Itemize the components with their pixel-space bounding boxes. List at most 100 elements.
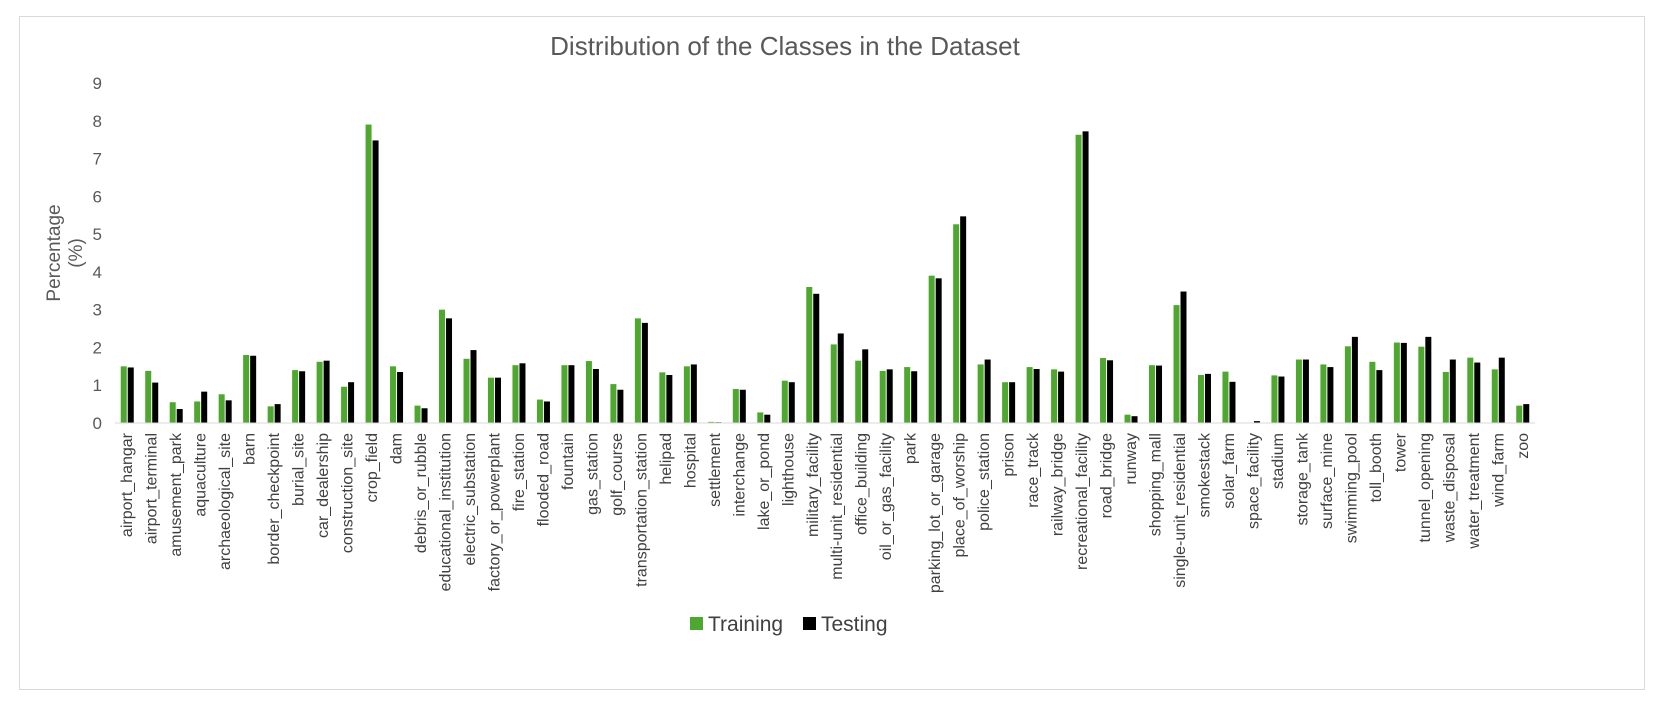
x-tick-label: airport_hangar xyxy=(119,432,136,537)
bar-training xyxy=(1393,342,1400,423)
bar-testing xyxy=(225,400,232,423)
x-tick-labels: airport_hangar airport_terminal amusement_… xyxy=(119,432,1532,593)
bar-testing xyxy=(127,367,134,423)
y-tick-label: 4 xyxy=(93,263,102,282)
bar-training xyxy=(732,389,739,423)
bar-testing xyxy=(1351,336,1358,423)
bar-testing xyxy=(201,391,208,423)
bar-testing xyxy=(984,359,991,423)
x-tick-label: smokestack xyxy=(1196,432,1213,517)
x-tick-label: multi-unit_residential xyxy=(829,433,846,580)
bar-training xyxy=(1344,346,1351,423)
bar-training xyxy=(120,366,127,423)
bar-training xyxy=(1197,375,1204,423)
x-tick-label: space_facility xyxy=(1245,433,1262,529)
bar-training xyxy=(928,275,935,423)
x-tick-label: helipad xyxy=(658,433,675,485)
bar-testing xyxy=(250,355,257,423)
bar-testing xyxy=(690,364,697,423)
bar-training xyxy=(1467,357,1474,423)
bar-testing xyxy=(788,382,795,423)
x-tick-label: hospital xyxy=(682,433,699,488)
bar-training xyxy=(757,412,764,423)
x-tick-label: barn xyxy=(242,433,259,465)
bar-testing xyxy=(274,404,281,423)
x-tick-label: waste_disposal xyxy=(1441,433,1458,543)
bar-training xyxy=(683,366,690,423)
bar-testing xyxy=(617,389,624,423)
bar-training xyxy=(1173,305,1180,423)
bar-testing xyxy=(1229,381,1236,423)
chart-frame: Distribution of the Classes in the Datas… xyxy=(19,16,1645,690)
bar-training xyxy=(439,309,446,423)
bar-training xyxy=(1222,371,1229,423)
bar-training xyxy=(536,399,543,423)
bar-testing xyxy=(543,401,550,423)
bar-training xyxy=(1320,364,1327,423)
bar-testing xyxy=(494,377,501,423)
bar-testing xyxy=(813,293,820,423)
x-tick-label: office_building xyxy=(854,433,871,535)
x-tick-label: tower xyxy=(1392,432,1409,472)
bar-testing xyxy=(1058,371,1065,423)
x-tick-label: swimming_pool xyxy=(1343,433,1360,543)
y-tick-label: 1 xyxy=(93,376,102,395)
bar-training xyxy=(169,402,176,423)
x-tick-label: oil_or_gas_facility xyxy=(878,433,895,560)
x-tick-label: factory_or_powerplant xyxy=(486,432,503,591)
x-tick-label: solar_farm xyxy=(1221,433,1238,509)
bar-testing xyxy=(666,375,673,423)
bar-training xyxy=(218,394,225,423)
x-tick-label: military_facility xyxy=(805,433,822,537)
x-tick-label: educational_institution xyxy=(438,433,455,591)
x-tick-label: debris_or_rubble xyxy=(413,433,430,553)
bar-testing xyxy=(960,216,967,423)
bar-testing xyxy=(1498,357,1505,423)
x-tick-label: airport_terminal xyxy=(144,433,161,544)
bar-training xyxy=(830,344,837,423)
bar-testing xyxy=(1082,131,1089,423)
x-tick-label: zoo xyxy=(1515,433,1532,459)
bar-testing xyxy=(1302,359,1309,423)
bar-testing xyxy=(1400,342,1407,423)
x-tick-label: lighthouse xyxy=(780,433,797,506)
bar-testing xyxy=(764,414,771,423)
bar-testing xyxy=(152,382,159,423)
bar-testing xyxy=(592,368,599,423)
x-tick-label: prison xyxy=(1001,433,1018,477)
bar-testing xyxy=(739,389,746,423)
x-tick-label: interchange xyxy=(731,433,748,517)
x-tick-label: electric_substation xyxy=(462,433,479,566)
bar-testing xyxy=(641,322,648,423)
x-tick-label: crop_field xyxy=(364,433,381,502)
bar-training xyxy=(904,367,911,423)
y-tick-label: 3 xyxy=(93,301,102,320)
bar-training xyxy=(463,358,470,423)
x-tick-label: recreational_facility xyxy=(1074,433,1091,570)
bar-training xyxy=(1100,358,1107,423)
bar-testing xyxy=(1523,404,1530,423)
bar-training xyxy=(1026,367,1033,423)
bar-training xyxy=(634,318,641,423)
bar-training xyxy=(1418,346,1425,423)
bar-training xyxy=(390,366,397,423)
bar-training xyxy=(267,406,274,423)
x-tick-label: wind_farm xyxy=(1490,433,1507,508)
bars xyxy=(120,124,1530,424)
bar-training xyxy=(855,360,862,423)
x-tick-label: transportation_station xyxy=(633,433,650,587)
y-tick-label: 7 xyxy=(93,150,102,169)
bar-testing xyxy=(348,382,355,423)
x-tick-label: dam xyxy=(389,433,406,464)
bar-training xyxy=(806,287,813,423)
x-tick-label: shopping_mall xyxy=(1148,433,1165,536)
bar-testing xyxy=(1474,362,1481,423)
bar-chart: Distribution of the Classes in the Datas… xyxy=(44,31,1535,636)
x-tick-label: burial_site xyxy=(291,433,308,506)
x-tick-label: border_checkpoint xyxy=(266,432,283,564)
y-axis-label: Percentage (%) xyxy=(44,204,87,301)
bar-testing xyxy=(837,333,844,423)
x-tick-label: runway xyxy=(1123,433,1140,485)
bar-training xyxy=(243,355,250,423)
y-tick-label: 9 xyxy=(93,74,102,93)
